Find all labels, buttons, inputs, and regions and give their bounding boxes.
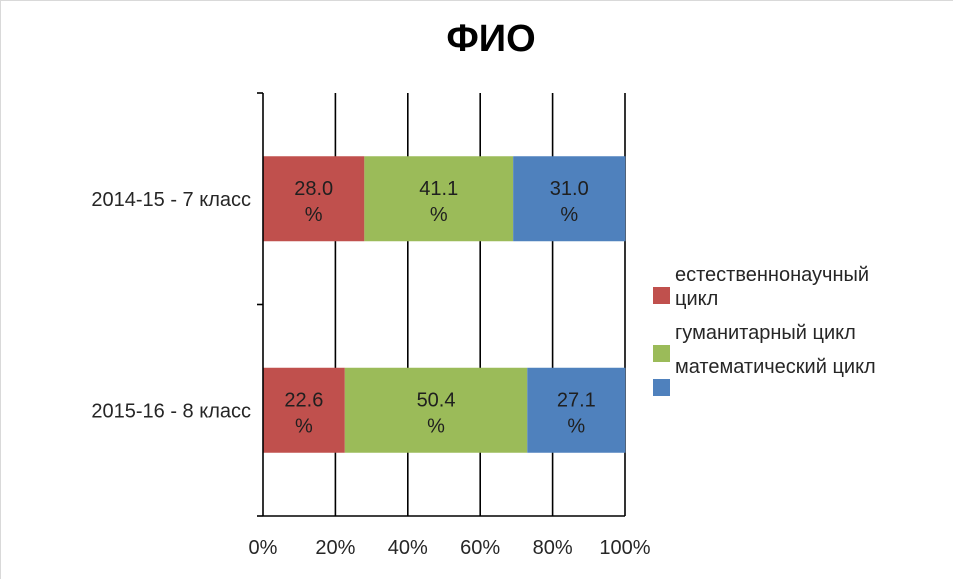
data-label: % [295, 415, 313, 437]
legend-label: гуманитарный цикл [675, 322, 856, 344]
legend-label: цикл [675, 288, 718, 310]
bars [263, 156, 626, 453]
data-labels: 28.0% 41.1% 31.0% 22.6% 50.4% 27.1% [284, 178, 595, 438]
data-label: % [560, 204, 578, 226]
data-label: % [305, 204, 323, 226]
chart-title: ФИО [446, 18, 535, 60]
data-label: 28.0 [294, 178, 333, 200]
data-label: 31.0 [550, 178, 589, 200]
bar-3-category-2 [527, 367, 626, 453]
axes: 0% 20% 40% 60% 80% 100% 2014-15 - 7 класс 2015-… [91, 92, 651, 559]
x-tick-label: 100% [599, 537, 650, 559]
data-label: 50.4 [417, 389, 456, 411]
bar-2-category-2 [344, 367, 528, 453]
x-tick-label: 60% [460, 537, 500, 559]
data-label: % [427, 415, 445, 437]
x-tick-label: 0% [249, 537, 278, 559]
data-label: % [430, 204, 448, 226]
x-tick-label: 20% [315, 537, 355, 559]
bar-2-category-1 [364, 156, 514, 242]
x-tick-label: 40% [388, 537, 428, 559]
legend-label: математический цикл [675, 356, 876, 378]
data-label: 27.1 [557, 389, 596, 411]
bar-1-category-2 [263, 367, 345, 453]
legend-swatch-3 [653, 379, 670, 396]
legend-swatch-1 [653, 287, 670, 304]
legend-swatch-2 [653, 345, 670, 362]
bar-3-category-1 [513, 156, 626, 242]
data-label: % [567, 415, 585, 437]
data-label: 41.1 [419, 178, 458, 200]
data-label: 22.6 [284, 389, 323, 411]
category-label: 2014-15 - 7 класс [91, 189, 251, 211]
x-tick-label: 80% [533, 537, 573, 559]
bar-1-category-1 [263, 156, 365, 242]
legend-label: естественнонаучный [675, 264, 869, 286]
category-label: 2015-16 - 8 класс [91, 400, 251, 422]
